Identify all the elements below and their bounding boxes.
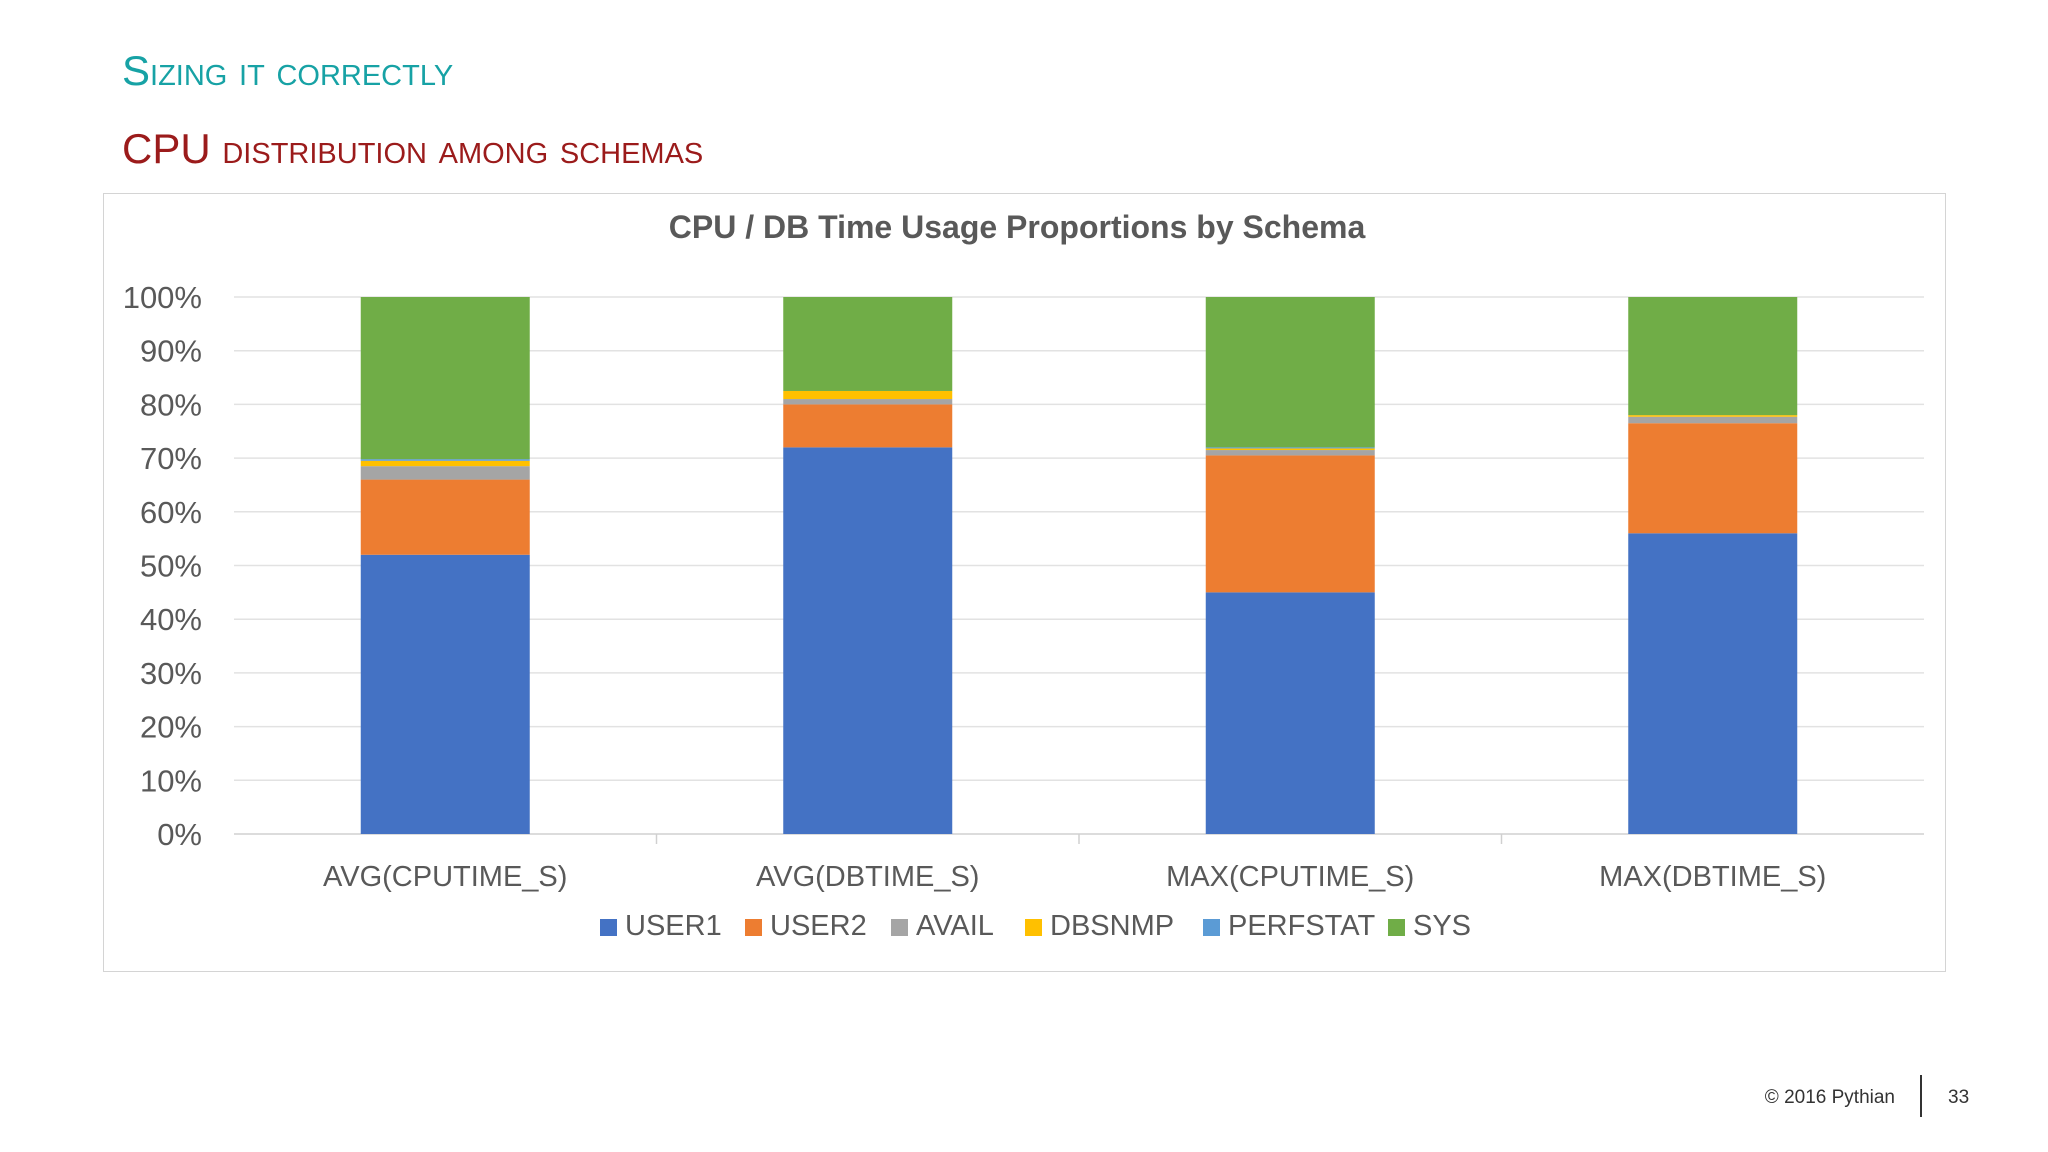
slide-subtitle: CPU distribution among schemas [122,125,704,172]
bar-segment-dbsnmp [360,460,530,467]
bar-segment-user2 [360,479,530,555]
y-tick-label: 0% [157,817,202,852]
legend-label: DBSNMP [1050,910,1174,942]
bar-segment-sys [360,297,530,460]
bar-segment-user2 [1628,423,1798,534]
x-tick-label: MAX(CPUTIME_S) [1166,861,1414,893]
x-tick-label: AVG(DBTIME_S) [756,861,979,893]
chart-bars [360,297,1798,834]
bar-segment-user1 [783,447,953,834]
legend-item-sys: SYS [1388,910,1471,942]
bar-segment-avail [1628,416,1798,424]
y-tick-label: 60% [140,495,202,530]
copyright-text: © 2016 Pythian [1764,1087,1895,1108]
page-number: 33 [1948,1087,1970,1108]
y-tick-label: 50% [140,549,202,584]
bar-segment-perfstat [1205,447,1375,449]
stacked-bar-chart: CPU / DB Time Usage Proportions by Schem… [123,209,1924,942]
legend-label: USER1 [625,910,722,942]
x-axis: AVG(CPUTIME_S) AVG(DBTIME_S) MAX(CPUTIME_S… [323,834,1826,893]
bar-segment-dbsnmp [1628,415,1798,417]
bar-segment-avail [360,466,530,480]
bar-segment-avail [783,399,953,405]
bar-segment-sys [1205,297,1375,448]
bar-segment-dbsnmp [1205,448,1375,451]
y-tick-label: 100% [123,280,202,315]
chart-frame: CPU / DB Time Usage Proportions by Schem… [103,193,1946,972]
legend-label: PERFSTAT [1228,910,1375,942]
y-tick-label: 80% [140,387,202,422]
chart-title: CPU / DB Time Usage Proportions by Schem… [669,209,1366,245]
bar-segment-user2 [783,404,953,448]
y-tick-label: 10% [140,763,202,798]
y-tick-label: 70% [140,441,202,476]
y-tick-label: 40% [140,602,202,637]
footer-divider [1920,1075,1922,1117]
legend-item-user1: USER1 [600,910,722,942]
x-tick-label: AVG(CPUTIME_S) [323,861,567,893]
legend-swatch [1203,919,1220,936]
bar-segment-perfstat [360,459,530,461]
bar-segment-user2 [1205,455,1375,593]
legend-item-dbsnmp: DBSNMP [1025,910,1174,942]
slide-title: Sizing it correctly [122,47,454,94]
bar-segment-avail [1205,450,1375,456]
legend-swatch [891,919,908,936]
legend-item-user2: USER2 [745,910,867,942]
chart-legend: USER1 USER2 AVAIL DBSNMP PERFSTAT SYS [600,910,1471,942]
y-tick-label: 20% [140,710,202,745]
bar-segment-dbsnmp [783,390,953,400]
legend-label: SYS [1413,910,1471,942]
bar-segment-sys [783,297,953,391]
bar-segment-user1 [1628,533,1798,834]
legend-swatch [600,919,617,936]
legend-swatch [1025,919,1042,936]
legend-swatch [745,919,762,936]
legend-item-avail: AVAIL [891,910,994,942]
y-tick-label: 30% [140,656,202,691]
legend-label: AVAIL [916,910,994,942]
bar-segment-user1 [1205,592,1375,834]
bar-segment-sys [1628,297,1798,416]
x-tick-label: MAX(DBTIME_S) [1599,861,1826,893]
y-axis: 0% 10% 20% 30% 40% 50% 60% 70% 80% 90% 100% [123,280,202,852]
bar-segment-user1 [360,554,530,834]
legend-swatch [1388,919,1405,936]
legend-item-perfstat: PERFSTAT [1203,910,1375,942]
y-tick-label: 90% [140,334,202,369]
legend-label: USER2 [770,910,867,942]
